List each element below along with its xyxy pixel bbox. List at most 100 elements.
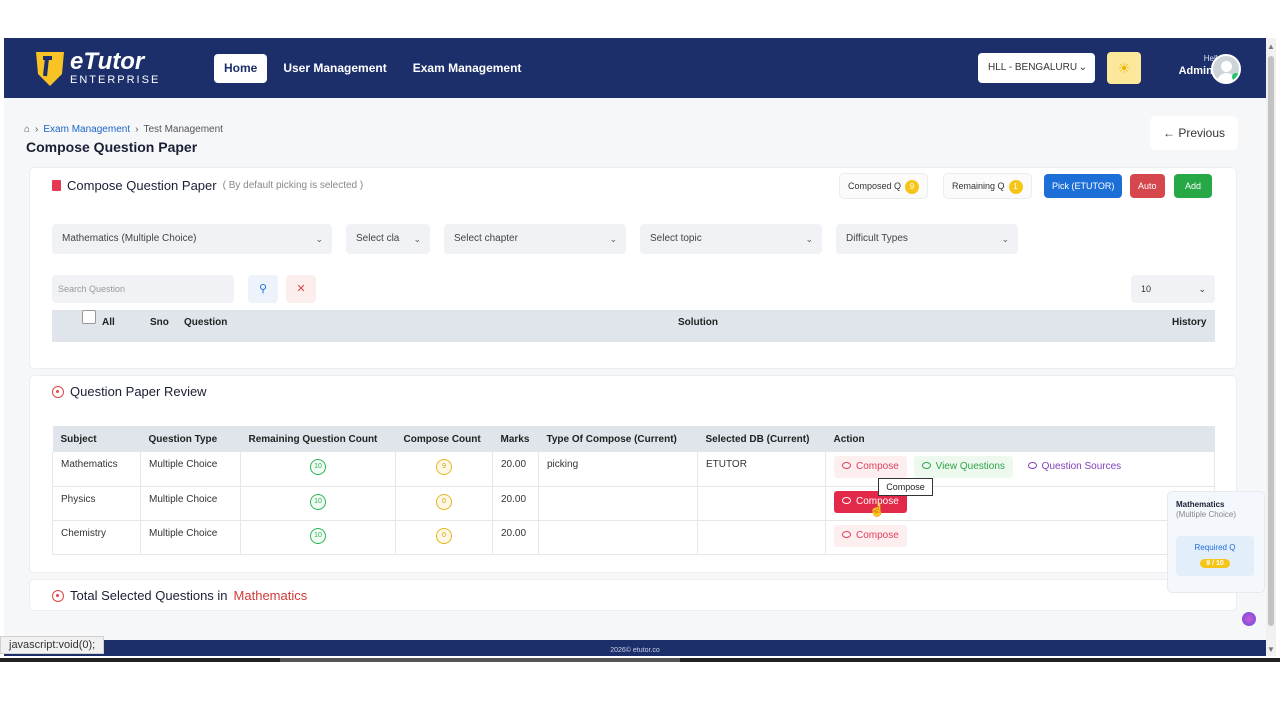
- table-row: Physics Multiple Choice 10 0 20.00 Compo…: [52, 486, 1215, 521]
- select-all-checkbox[interactable]: [82, 310, 96, 324]
- subject-select[interactable]: Mathematics (Multiple Choice) ⌄: [52, 224, 332, 254]
- compose-subtitle: ( By default picking is selected ): [222, 180, 364, 191]
- chevron-down-icon: ⌄: [609, 234, 617, 244]
- table-row: Mathematics Multiple Choice 10 9 20.00 p…: [52, 452, 1215, 487]
- panel-subject: Mathematics: [1176, 500, 1225, 509]
- class-select-value: Select cla: [356, 233, 400, 244]
- compose-button-physics[interactable]: Compose: [834, 490, 907, 513]
- app-window: eTutor ENTERPRISE Home User Management E…: [4, 38, 1266, 656]
- col-sno: Sno: [150, 317, 169, 328]
- col-all: All: [102, 317, 115, 328]
- class-select[interactable]: Select cla ⌄: [346, 224, 430, 254]
- chapter-select-value: Select chapter: [454, 233, 518, 244]
- close-icon[interactable]: ✕: [286, 275, 316, 303]
- cell-type: Multiple Choice: [140, 520, 241, 555]
- cell-remaining: 10: [240, 520, 396, 555]
- logo[interactable]: eTutor ENTERPRISE: [32, 48, 160, 88]
- home-icon[interactable]: ⌂: [24, 124, 31, 135]
- subject-select-value: Mathematics (Multiple Choice): [62, 233, 197, 244]
- cell-action: Compose: [825, 520, 1215, 555]
- chevron-down-icon: ⌄: [1078, 62, 1087, 73]
- breadcrumb-exam-management[interactable]: Exam Management: [43, 124, 131, 135]
- eye-icon: [52, 385, 64, 398]
- arrow-left-icon: ←: [1162, 126, 1175, 140]
- cell-compose-type: picking: [538, 452, 698, 487]
- th-action: Action: [825, 426, 1215, 452]
- breadcrumb-separator: ›: [35, 124, 39, 135]
- compose-label: Compose: [856, 495, 899, 507]
- nav-home[interactable]: Home: [214, 54, 268, 83]
- cell-subject: Mathematics: [52, 452, 141, 487]
- shield-logo-icon: [36, 52, 64, 86]
- cell-action: Compose View Questions Question Sources: [825, 452, 1215, 487]
- breadcrumb: ⌂ › Exam Management › Test Management: [24, 124, 223, 135]
- compose-button-mathematics[interactable]: Compose: [834, 456, 907, 478]
- difficulty-select[interactable]: Difficult Types ⌄: [836, 224, 1018, 254]
- eye-icon: [921, 462, 931, 469]
- compose-tooltip: Compose: [878, 478, 933, 496]
- table-row: Chemistry Multiple Choice 10 0 20.00 Com…: [52, 520, 1215, 555]
- theme-toggle-sun-icon[interactable]: ☀: [1107, 52, 1141, 84]
- cell-subject: Chemistry: [52, 520, 141, 555]
- avatar[interactable]: [1211, 54, 1241, 84]
- scrollbar-thumb[interactable]: [1268, 56, 1274, 626]
- page-title: Compose Question Paper: [26, 139, 198, 155]
- required-q-label: Required Q: [1194, 543, 1236, 552]
- th-question-type: Question Type: [140, 426, 241, 452]
- cell-compose: 9: [395, 452, 493, 487]
- cell-marks: 20.00: [492, 520, 539, 555]
- search-icon[interactable]: ⚲: [248, 275, 278, 303]
- nav-user-management[interactable]: User Management: [283, 61, 387, 75]
- eye-icon: [1027, 462, 1037, 469]
- breadcrumb-separator: ›: [135, 124, 139, 135]
- compose-title-text: Compose Question Paper: [67, 178, 217, 193]
- page-size-value: 10: [1141, 284, 1152, 294]
- compose-button-chemistry[interactable]: Compose: [834, 524, 907, 547]
- review-title-text: Question Paper Review: [70, 384, 207, 399]
- th-compose-type: Type Of Compose (Current): [538, 426, 698, 452]
- question-sources-button[interactable]: Question Sources: [1019, 456, 1130, 478]
- compose-label: Compose: [856, 529, 899, 541]
- chapter-select[interactable]: Select chapter ⌄: [444, 224, 626, 254]
- page-scrollbar[interactable]: ▲ ▼: [1266, 38, 1276, 656]
- required-q-value: 9 / 10: [1200, 559, 1230, 568]
- compose-card: Compose Question Paper ( By default pick…: [30, 168, 1236, 368]
- question-sources-label: Question Sources: [1041, 461, 1122, 472]
- remaining-label: Remaining Q: [952, 181, 1005, 191]
- composed-label: Composed Q: [848, 181, 902, 191]
- previous-button[interactable]: ← Previous: [1150, 116, 1238, 150]
- review-card-title: Question Paper Review: [52, 384, 207, 399]
- search-input[interactable]: Search Question: [52, 275, 234, 303]
- review-card: Question Paper Review Subject Question T…: [30, 376, 1236, 572]
- page-size-select[interactable]: 10 ⌄: [1131, 275, 1215, 303]
- col-history: History: [1172, 317, 1207, 328]
- eye-icon: [842, 530, 851, 538]
- document-icon: [52, 180, 61, 191]
- topic-select[interactable]: Select topic ⌄: [640, 224, 822, 254]
- cell-db: [697, 486, 826, 521]
- review-table: Subject Question Type Remaining Question…: [52, 426, 1215, 555]
- cell-compose: 0: [395, 486, 493, 521]
- branch-select[interactable]: HLL - BENGALURU ⌄: [978, 53, 1095, 83]
- cell-remaining: 10: [240, 486, 396, 521]
- scroll-down-icon[interactable]: ▼: [1267, 645, 1275, 654]
- compose-count-badge: 9: [436, 459, 452, 475]
- remaining-count-badge: 10: [310, 459, 326, 475]
- add-button[interactable]: Add: [1174, 174, 1212, 198]
- nav-exam-management[interactable]: Exam Management: [412, 61, 522, 75]
- branch-select-value: HLL - BENGALURU: [988, 62, 1078, 73]
- online-status-dot: [1232, 73, 1239, 81]
- pick-etutor-button[interactable]: Pick (ETUTOR): [1044, 174, 1123, 198]
- difficulty-select-value: Difficult Types: [846, 233, 908, 244]
- logo-sub-text: ENTERPRISE: [70, 74, 161, 86]
- eye-icon: [842, 496, 851, 504]
- chevron-down-icon: ⌄: [805, 234, 813, 244]
- taskbar-segment: [280, 658, 680, 662]
- th-selected-db: Selected DB (Current): [697, 426, 826, 452]
- view-questions-button[interactable]: View Questions: [913, 456, 1013, 478]
- eye-icon: [842, 462, 851, 469]
- auto-button[interactable]: Auto: [1130, 174, 1165, 198]
- scroll-up-icon[interactable]: ▲: [1267, 42, 1275, 51]
- cell-compose: 0: [395, 520, 493, 555]
- ai-assistant-icon[interactable]: [1242, 612, 1256, 626]
